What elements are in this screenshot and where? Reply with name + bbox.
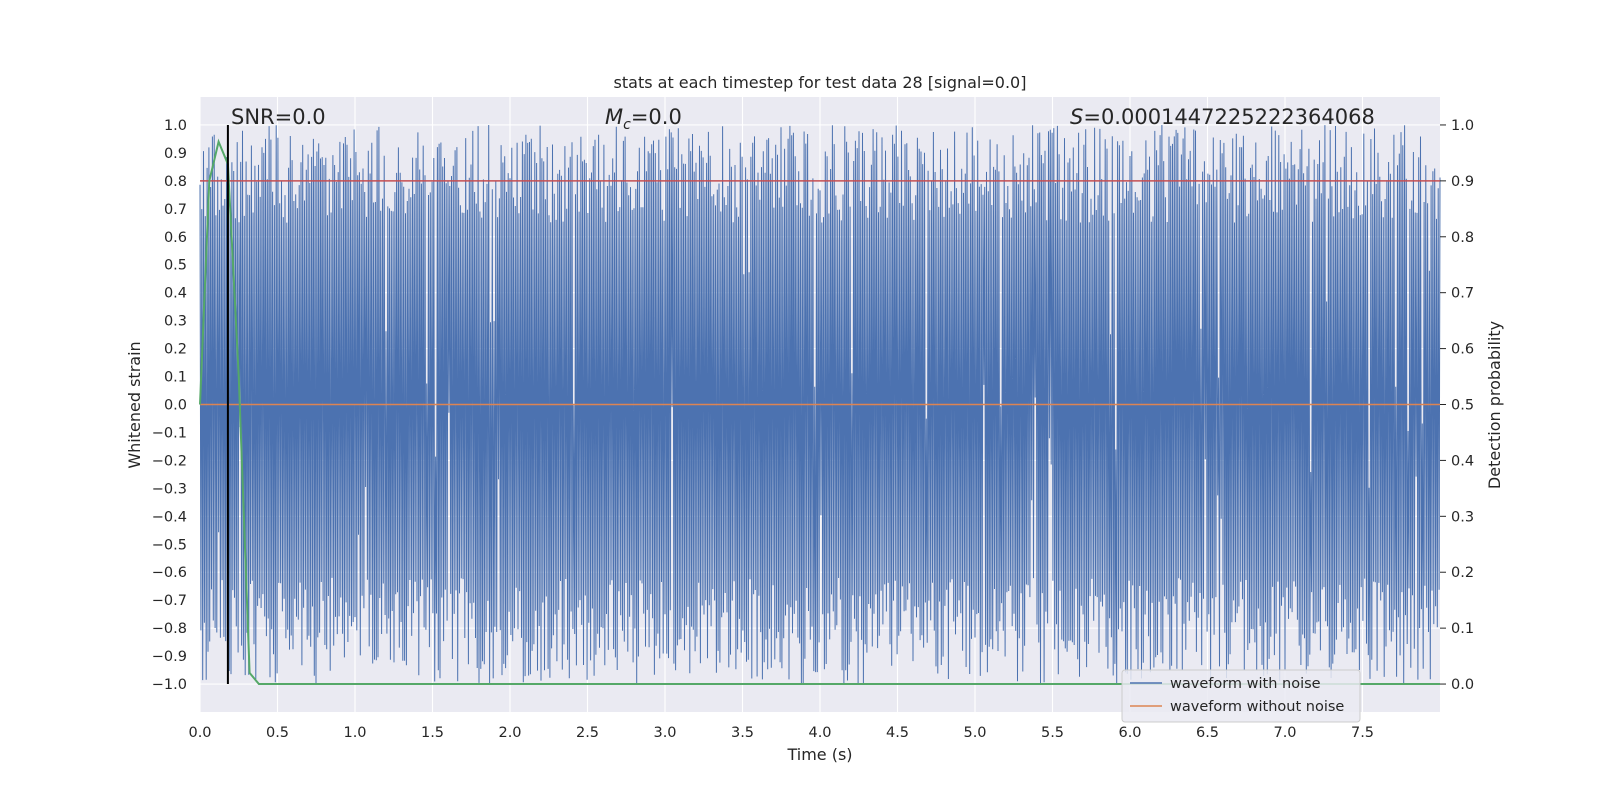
y2-tick-label: 0.2: [1451, 565, 1474, 581]
x-tick-label: 6.0: [1118, 725, 1141, 741]
y-tick-label: 0.9: [164, 146, 187, 162]
s-annotation: S=0.0001447225222364068: [1070, 105, 1375, 129]
y-tick-label: −0.5: [152, 537, 187, 553]
y2-tick-label: 0.6: [1451, 342, 1474, 358]
x-tick-label: 1.0: [343, 725, 366, 741]
x-tick-label: 5.0: [963, 725, 986, 741]
y-tick-label: −0.4: [152, 509, 187, 525]
y-tick-label: 0.7: [164, 202, 187, 218]
x-tick-label: 3.5: [731, 725, 754, 741]
y-tick-label: −0.8: [152, 621, 187, 637]
y-tick-label: −0.7: [152, 593, 187, 609]
x-tick-label: 2.5: [576, 725, 599, 741]
waveform-with-noise-line: [199, 124, 1441, 684]
y-tick-label: −0.9: [152, 649, 187, 665]
y-tick-label: −0.6: [152, 565, 187, 581]
x-tick-label: 7.5: [1351, 725, 1374, 741]
chart-title: stats at each timestep for test data 28 …: [614, 73, 1027, 92]
y-tick-label: 0.3: [164, 314, 187, 330]
legend-box: [1121, 669, 1361, 723]
y2-tick-label: 0.8: [1451, 230, 1474, 246]
snr-annotation: SNR=0.0: [231, 105, 326, 129]
s-symbol: S: [1070, 105, 1083, 129]
y2-tick-label: 0.1: [1451, 621, 1474, 637]
chirp-mass-value: =0.0: [631, 105, 682, 129]
y2-tick-label: 0.4: [1451, 453, 1474, 469]
y2-tick-label: 0.3: [1451, 509, 1474, 525]
y-tick-label: 0.5: [164, 258, 187, 274]
x-tick-label: 5.5: [1041, 725, 1064, 741]
y2-axis-label: Detection probability: [1485, 321, 1504, 489]
y-axis-label: Whitened strain: [125, 341, 144, 468]
x-tick-label: 0.0: [188, 725, 211, 741]
y-tick-label: −0.2: [152, 453, 187, 469]
y-tick-label: 0.1: [164, 370, 187, 386]
x-tick-label: 0.5: [266, 725, 289, 741]
y-tick-labels: 1.0 0.9 0.8 0.7 0.6 0.5 0.4 0.3 0.2 0.1 0.0 −0.1 −0.…: [152, 118, 187, 693]
y-tick-label: 0.2: [164, 342, 187, 358]
y-tick-label: −1.0: [152, 677, 187, 693]
y-tick-label: 0.4: [164, 286, 187, 302]
legend-label-noise: waveform with noise: [1170, 676, 1321, 692]
s-value: =0.0001447225222364068: [1083, 105, 1375, 129]
y2-tick-labels: 1.0 0.9 0.8 0.7 0.6 0.5 0.4 0.3 0.2 0.1 0.0: [1440, 118, 1474, 693]
y2-tick-label: 0.5: [1451, 398, 1474, 414]
chirp-mass-annotation: Mc=0.0: [605, 105, 682, 133]
y2-tick-label: 0.9: [1451, 174, 1474, 190]
y-tick-label: 0.0: [164, 398, 187, 414]
y2-tick-label: 0.0: [1451, 677, 1474, 693]
x-tick-label: 3.0: [653, 725, 676, 741]
detection-probability-line: [199, 138, 1440, 686]
x-tick-label: 4.0: [808, 725, 831, 741]
x-tick-label: 1.5: [421, 725, 444, 741]
waveform-with-noise-series: [199, 124, 1441, 684]
y2-tick-label: 1.0: [1451, 118, 1474, 134]
legend-label-clean: waveform without noise: [1170, 699, 1344, 715]
x-tick-label: 2.0: [498, 725, 521, 741]
chirp-mass-symbol: M: [605, 105, 623, 129]
y-tick-label: 1.0: [164, 118, 187, 134]
x-tick-label: 7.0: [1273, 725, 1296, 741]
legend: waveform with noise waveform without noi…: [1121, 669, 1361, 723]
x-tick-label: 6.5: [1196, 725, 1219, 741]
x-tick-labels: 0.0 0.5 1.0 1.5 2.0 2.5 3.0 3.5 4.0 4.5 5.0 5.5 6.0 6…: [188, 725, 1374, 741]
x-axis-label: Time (s): [786, 745, 852, 764]
y-tick-label: 0.6: [164, 230, 187, 246]
chirp-mass-subscript: c: [623, 117, 631, 133]
y-tick-label: 0.8: [164, 174, 187, 190]
overlay-series: [199, 124, 1440, 686]
x-tick-label: 4.5: [886, 725, 909, 741]
y2-tick-label: 0.7: [1451, 286, 1474, 302]
y-tick-label: −0.1: [152, 425, 187, 441]
y-tick-label: −0.3: [152, 481, 187, 497]
